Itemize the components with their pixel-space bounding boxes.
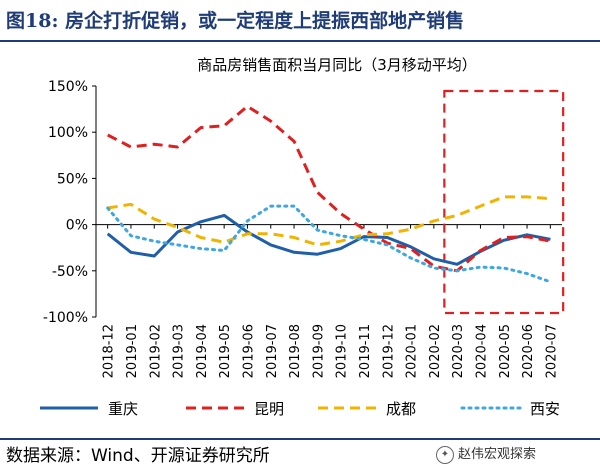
series-line-3 [107, 195, 551, 247]
x-tick-label: 2019-12 [381, 324, 396, 378]
x-tick-label: 2019-05 [218, 324, 233, 378]
x-tick-label: 2020-04 [474, 324, 489, 378]
legend-label-2: 昆明 [254, 400, 284, 418]
x-tick-label: 2020-07 [544, 324, 559, 378]
x-tick-label: 2019-06 [241, 324, 256, 378]
x-tick-label: 2020-05 [498, 324, 513, 378]
x-tick-label: 2018-12 [102, 324, 117, 378]
x-tick-label: 2020-06 [521, 324, 536, 378]
legend-label-1: 重庆 [108, 400, 138, 418]
x-tick-label: 2020-03 [451, 324, 466, 378]
x-tick-label: 2020-01 [405, 324, 420, 378]
y-tick-label: -50% [52, 264, 88, 280]
x-tick-label: 2019-01 [125, 324, 140, 378]
y-tick-label: 50% [57, 171, 88, 187]
x-tick-label: 2019-07 [265, 324, 280, 378]
figure-title-text: 房企打折促销，或一定程度上提振西部地产销售 [65, 10, 465, 32]
series-line-1 [106, 213, 551, 266]
bottom-rule [0, 438, 600, 440]
x-tick-label: 2019-09 [311, 324, 326, 378]
figure-label: 图18: [6, 10, 59, 32]
wechat-icon: ✦ [436, 446, 454, 464]
chart-title: 商品房销售面积当月同比（3月移动平均） [197, 56, 477, 74]
series-line-2 [107, 104, 551, 273]
y-tick-label: 150% [48, 79, 88, 95]
x-tick-label: 2020-02 [428, 324, 443, 378]
title-rule [0, 40, 600, 42]
y-tick-label: 100% [48, 125, 88, 141]
x-tick-label: 2019-04 [195, 324, 210, 378]
series-line-4 [106, 204, 552, 284]
y-tick-label: 0% [66, 218, 88, 234]
watermark-text: 赵伟宏观探索 [458, 447, 537, 462]
x-tick-label: 2019-11 [358, 324, 373, 378]
x-tick-label: 2019-10 [335, 324, 350, 378]
x-tick-label: 2019-08 [288, 324, 303, 378]
x-tick-label: 2019-02 [148, 324, 163, 378]
source-note: 数据来源：Wind、开源证券研究所 [6, 446, 270, 466]
legend-label-3: 成都 [386, 400, 416, 418]
watermark: ✦ 赵伟宏观探索 [436, 444, 536, 466]
x-tick-label: 2019-03 [172, 324, 187, 378]
highlight-box [443, 89, 565, 315]
figure-title: 图18: 房企打折促销，或一定程度上提振西部地产销售 [6, 4, 596, 38]
y-tick-label: -100% [43, 310, 88, 326]
legend-label-4: 西安 [530, 400, 560, 418]
